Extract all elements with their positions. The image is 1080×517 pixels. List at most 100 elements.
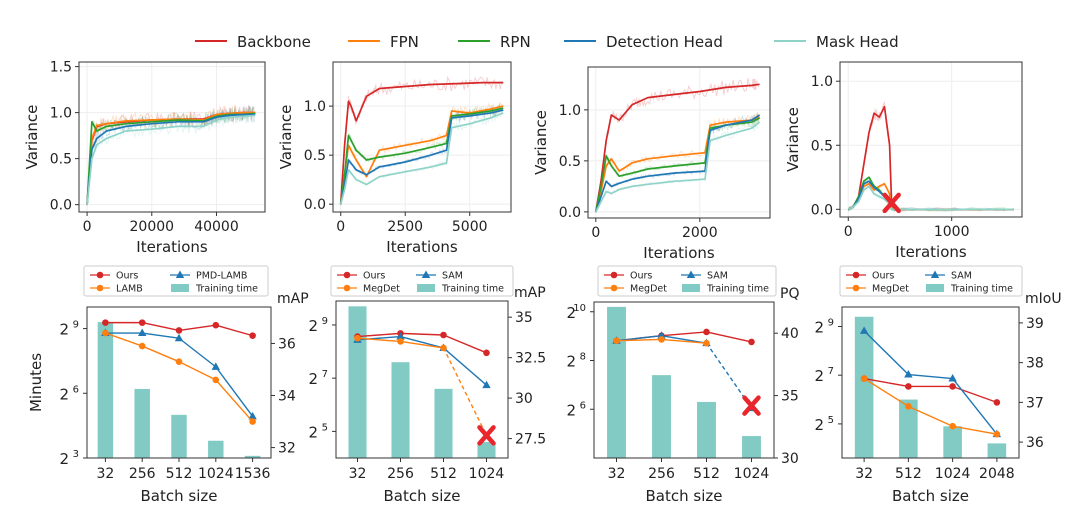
legend-label-rpn: RPN (500, 33, 531, 51)
line-megdet (400, 340, 444, 349)
series-mask-head (86, 114, 256, 205)
legend-frame (597, 265, 777, 297)
fail-marker (882, 192, 901, 214)
legend-marker (610, 271, 618, 279)
tick-label-left-exp: 6 (73, 384, 79, 395)
batch-legend: Ours SAM MegDet Training time (839, 265, 1023, 297)
tick-label-y: 0.0 (304, 197, 326, 213)
x-axis-label: Batch size (141, 487, 218, 505)
line-ours (400, 332, 444, 336)
line-sam (863, 330, 909, 376)
bar-training-time (391, 362, 410, 458)
tick-label-y: 0.0 (50, 198, 72, 214)
tick-label-x: 32 (608, 466, 626, 482)
legend-swatch-bar (682, 284, 700, 292)
tick-label-left: 2 (308, 423, 318, 441)
legend-label: Training time (950, 284, 1013, 295)
line-ours (864, 377, 909, 388)
tick-label-y: 0.5 (304, 148, 326, 164)
line-lamb (141, 345, 180, 363)
series-fpn (594, 116, 760, 213)
series-mask-head (847, 185, 1014, 211)
series-mask-head (595, 121, 761, 213)
tick-label-right: 35 (781, 389, 799, 405)
point-lamb (212, 376, 220, 384)
tick-label-left: 2 (566, 353, 576, 371)
tick-label-x: 2048 (979, 466, 1015, 482)
point-ours (905, 383, 912, 390)
tick-label-left: 2 (814, 416, 824, 434)
variance-chart-4: 0 1000 0.0 0.5 1.0 Iterations Variance (784, 61, 1023, 261)
line-pmd-lamb (178, 337, 217, 368)
tick-label-x: 1024 (935, 466, 971, 482)
legend-marker (610, 284, 618, 292)
tick-label-x: 32 (96, 466, 114, 482)
tick-label-right: 35 (515, 310, 533, 326)
legend-marker (686, 270, 696, 278)
tick-label-x: 0 (844, 224, 853, 240)
tick-label-left-exp: 6 (580, 400, 586, 411)
line-ours (443, 334, 487, 354)
line-pmd-lamb (142, 332, 180, 339)
line-megdet (863, 377, 909, 407)
point-megdet (613, 337, 620, 344)
point-pmd-lamb (248, 411, 257, 420)
series-detection-head (86, 113, 256, 205)
tick-label-x: 1024 (734, 466, 770, 482)
point-megdet (397, 338, 404, 345)
tick-label-x: 1536 (235, 466, 271, 482)
series-detection-head (594, 114, 761, 213)
line-ours (215, 324, 253, 337)
line-lamb (215, 379, 254, 423)
line-sam (400, 335, 444, 349)
tick-label-x: 512 (693, 466, 720, 482)
point-ours (483, 349, 490, 357)
point-pmd-lamb (211, 362, 220, 370)
bar-training-time (652, 375, 671, 458)
legend-label: Ours (630, 271, 652, 282)
y-axis-label-right: mAP (277, 291, 309, 307)
tick-label-x: 0 (83, 219, 92, 235)
legend-label: MegDet (363, 284, 400, 295)
legend-marker (96, 284, 104, 292)
tick-label-right: 38 (1026, 356, 1044, 372)
tick-label-y: 0.0 (559, 205, 581, 221)
noise-rpn (340, 103, 503, 204)
tick-label-left: 2 (308, 317, 318, 335)
tick-label-y: 0.5 (559, 154, 581, 170)
line-megdet (616, 338, 662, 342)
line-pmd-lamb (215, 366, 254, 417)
batch-chart-3: Ours SAM MegDet Training time 32 256 512 1024 Ba… (566, 265, 799, 505)
tick-label-left: 2 (59, 385, 69, 403)
point-lamb (102, 329, 109, 337)
bar-training-time (208, 440, 224, 458)
point-ours (138, 319, 146, 326)
point-ours (175, 327, 183, 334)
tick-label-x: 256 (387, 466, 414, 482)
x-axis-label: Iterations (136, 238, 208, 256)
legend-label: LAMB (116, 284, 143, 295)
line-ours (142, 321, 180, 332)
point-sam (859, 326, 869, 334)
y-axis-label-right: PQ (780, 286, 799, 302)
batch-chart-4: Ours SAM MegDet Training time 32 512 1024 2048 B… (814, 265, 1062, 505)
bar-training-time (987, 443, 1007, 458)
noise-backbone (595, 78, 760, 213)
tick-label-x: 512 (166, 466, 193, 482)
point-sam (482, 380, 491, 389)
x-axis-label: Batch size (892, 487, 969, 505)
tick-label-x: 512 (895, 466, 922, 482)
legend-frame (83, 265, 269, 297)
series-fpn (86, 111, 256, 205)
tick-label-left: 2 (566, 304, 576, 322)
legend-label-fpn: FPN (390, 33, 419, 51)
y-axis-label-right: mAP (514, 285, 546, 301)
tick-label-right: 37 (1026, 395, 1044, 411)
point-sam (396, 332, 405, 340)
legend-label: PMD-LAMB (196, 271, 247, 282)
tick-label-right: 32.5 (515, 351, 546, 367)
plot-frame (839, 61, 1023, 218)
y-axis-label: Variance (784, 107, 802, 172)
tick-label-left-exp: 7 (828, 366, 834, 377)
line-lamb (105, 332, 143, 347)
